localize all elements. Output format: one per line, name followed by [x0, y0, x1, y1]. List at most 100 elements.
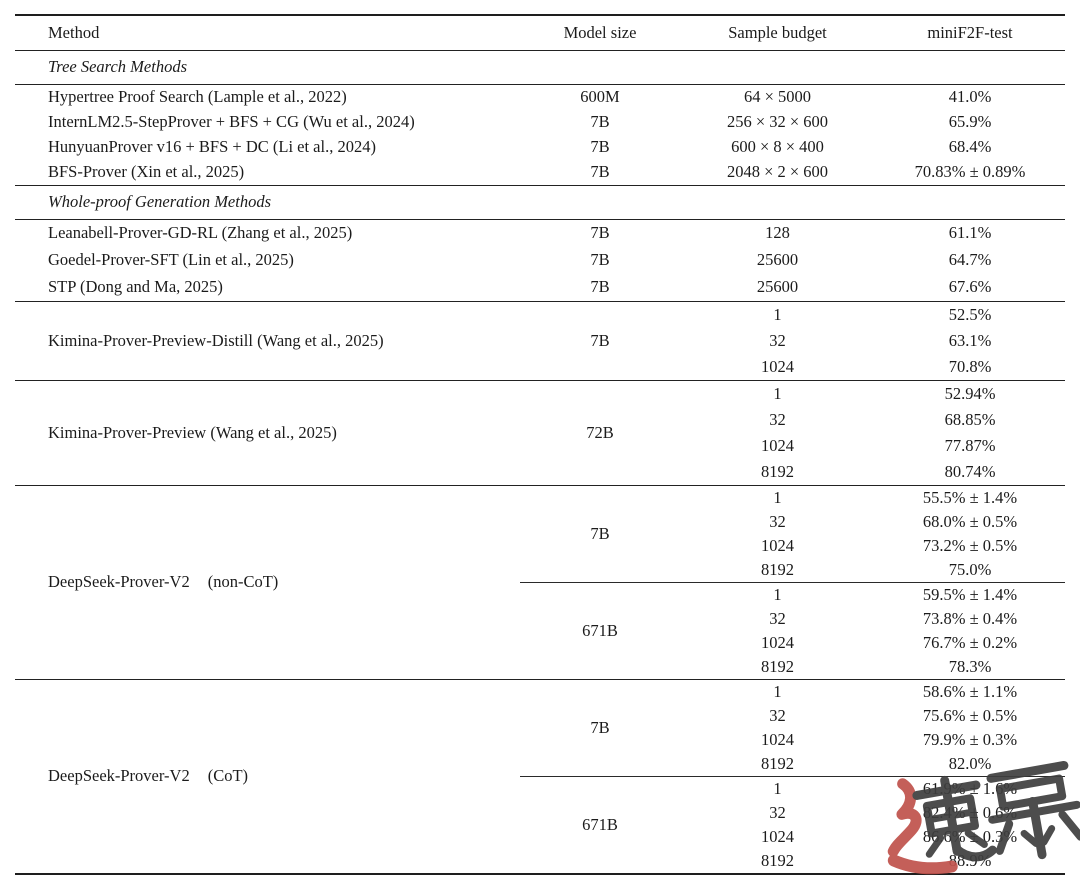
result-cell: 41.0%	[875, 84, 1065, 110]
sample-budget-cell: 32	[769, 705, 786, 725]
sample-budget-cell: 1	[680, 582, 875, 607]
table-row: Kimina-Prover-Preview (Wang et al., 2025…	[15, 380, 1065, 486]
table-row: Goedel-Prover-SFT (Lin et al., 2025) 7B 25…	[15, 247, 1065, 274]
table-header-row: Method Model size Sample budget miniF2F-…	[15, 15, 1065, 51]
method-cell: Goedel-Prover-SFT (Lin et al., 2025)	[15, 247, 520, 274]
method-label: HunyuanProver v16 + BFS + DC (Li et al.,…	[48, 137, 376, 157]
sample-budget-cell: 8192	[761, 461, 794, 481]
sample-budget-cell: 1	[680, 485, 875, 510]
method-cell: InternLM2.5-StepProver + BFS + CG (Wu et…	[15, 110, 520, 135]
result-cell: 55.5% ± 1.4%	[875, 485, 1065, 510]
method-cell: HunyuanProver v16 + BFS + DC (Li et al.,…	[15, 135, 520, 160]
result-cell: 86.6% ± 0.3%	[922, 826, 1018, 846]
section-title: Whole-proof Generation Methods	[15, 185, 1065, 220]
column-header-sample-budget: Sample budget	[728, 22, 827, 42]
column-header-model-size: Model size	[563, 22, 637, 42]
column-header-method: Method	[48, 22, 100, 42]
sample-budget-cell: 8192	[761, 559, 794, 579]
model-size-cell: 72B	[520, 380, 680, 486]
model-size-cell: 7B	[520, 301, 680, 381]
model-size-cell: 7B	[590, 112, 610, 132]
result-cell: 77.87%	[944, 435, 996, 455]
table-row: 1024 70.8%	[15, 354, 1065, 381]
table-row: BFS-Prover (Xin et al., 2025) 7B 2048 × 2 …	[15, 160, 1065, 186]
table-row: 1024 76.7% ± 0.2%	[15, 631, 1065, 655]
section-title: Tree Search Methods	[15, 50, 1065, 85]
minif2f-results-table: Method Model size Sample budget miniF2F-…	[15, 14, 1065, 875]
sample-budget-cell: 1024	[761, 435, 794, 455]
result-cell: 80.74%	[944, 461, 996, 481]
sample-budget-cell: 1024	[761, 826, 794, 846]
result-cell: 75.6% ± 0.5%	[922, 705, 1018, 725]
sample-budget-cell: 1024	[761, 632, 794, 652]
table-row: 32 63.1%	[15, 328, 1065, 354]
result-cell: 76.7% ± 0.2%	[922, 632, 1018, 652]
method-cell: BFS-Prover (Xin et al., 2025)	[15, 160, 520, 186]
method-label: Hypertree Proof Search (Lample et al., 2…	[48, 87, 347, 107]
sample-budget-cell: 1	[680, 679, 875, 704]
model-size-cell: 7B	[590, 277, 610, 297]
result-cell: 75.0%	[948, 559, 992, 579]
model-size-cell: 671B	[520, 776, 680, 874]
model-size-cell: 7B	[590, 137, 610, 157]
result-cell: 65.9%	[948, 112, 992, 132]
table-row: HunyuanProver v16 + BFS + DC (Li et al.,…	[15, 135, 1065, 160]
sample-budget-cell: 1	[680, 380, 875, 407]
table-row: 8192 82.0%	[15, 752, 1065, 777]
result-cell: 73.8% ± 0.4%	[922, 608, 1018, 628]
table-row: 8192 78.3%	[15, 655, 1065, 680]
table-row: DeepSeek-Prover-V2 (CoT) 7B 1 58.6% ± 1.1%	[15, 679, 1065, 874]
sample-budget-cell: 600 × 8 × 400	[731, 137, 824, 157]
table-row: 8192 80.74%	[15, 459, 1065, 486]
sample-budget-cell: 2048 × 2 × 600	[726, 162, 829, 182]
model-size-cell: 7B	[590, 250, 610, 270]
table-row: 32 75.6% ± 0.5%	[15, 704, 1065, 728]
sample-budget-cell: 32	[769, 330, 786, 350]
method-label: Kimina-Prover-Preview (Wang et al., 2025…	[48, 422, 337, 442]
method-label: Kimina-Prover-Preview-Distill (Wang et a…	[48, 330, 384, 350]
sample-budget-cell: 32	[769, 511, 786, 531]
table-row: Hypertree Proof Search (Lample et al., 2…	[15, 84, 1065, 110]
method-label: InternLM2.5-StepProver + BFS + CG (Wu et…	[48, 112, 415, 132]
table-row: 32 68.0% ± 0.5%	[15, 510, 1065, 534]
sample-budget-cell: 25600	[756, 250, 799, 270]
table-body: Tree Search Methods Hypertree Proof Searc…	[15, 50, 1065, 874]
method-label: STP (Dong and Ma, 2025)	[48, 277, 223, 297]
sample-budget-cell: 128	[680, 219, 875, 247]
table-row: 32 73.8% ± 0.4%	[15, 607, 1065, 631]
benchmark-results-table-wrap: Method Model size Sample budget miniF2F-…	[15, 14, 1065, 875]
result-cell: 61.1%	[875, 219, 1065, 247]
section-row: Whole-proof Generation Methods	[15, 185, 1065, 220]
result-cell: 82.4% ± 0.6%	[922, 802, 1018, 822]
model-size-cell: 7B	[520, 679, 680, 777]
table-row: 1024 77.87%	[15, 433, 1065, 459]
result-cell: 68.4%	[948, 137, 992, 157]
model-size-cell: 7B	[520, 485, 680, 583]
table-row: 1024 73.2% ± 0.5%	[15, 534, 1065, 558]
method-cell: DeepSeek-Prover-V2 (CoT)	[15, 679, 520, 874]
sample-budget-cell: 1024	[761, 356, 794, 376]
model-size-cell: 7B	[590, 162, 610, 182]
result-cell: 58.6% ± 1.1%	[875, 679, 1065, 704]
method-cell: Hypertree Proof Search (Lample et al., 2…	[15, 84, 520, 110]
result-cell: 78.3%	[948, 656, 992, 676]
result-cell: 68.85%	[944, 409, 996, 429]
result-cell: 82.0%	[948, 753, 992, 773]
result-cell: 70.83% ± 0.89%	[914, 162, 1026, 182]
result-cell: 52.94%	[875, 380, 1065, 407]
method-cell: Leanabell-Prover-GD-RL (Zhang et al., 20…	[15, 219, 520, 247]
result-cell: 68.0% ± 0.5%	[922, 511, 1018, 531]
table-row: Kimina-Prover-Preview-Distill (Wang et a…	[15, 301, 1065, 381]
sample-budget-cell: 32	[769, 409, 786, 429]
table-row: DeepSeek-Prover-V2 (non-CoT) 7B 1 55.5% ± 1.…	[15, 485, 1065, 680]
method-label: DeepSeek-Prover-V2	[48, 766, 190, 786]
result-cell: 61.9% ± 1.6%	[875, 776, 1065, 801]
sample-budget-cell: 1024	[761, 729, 794, 749]
sample-budget-cell: 1	[680, 301, 875, 328]
sample-budget-cell: 1	[680, 776, 875, 801]
model-size-cell: 671B	[520, 582, 680, 680]
method-cell: DeepSeek-Prover-V2 (non-CoT)	[15, 485, 520, 680]
method-variant-label: (CoT)	[207, 766, 249, 786]
table-row: 8192 75.0%	[15, 558, 1065, 583]
table-row: Leanabell-Prover-GD-RL (Zhang et al., 20…	[15, 219, 1065, 247]
